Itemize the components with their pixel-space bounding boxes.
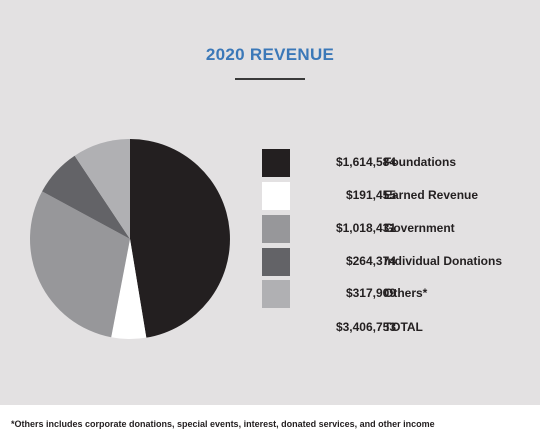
pie-slice-others xyxy=(74,139,130,239)
legend-amount: $264,374 xyxy=(345,254,396,268)
legend-swatch xyxy=(262,182,290,210)
legend-row-others: $317,909 Others* xyxy=(262,280,522,308)
legend-row-earned-revenue: $191,455 Earned Revenue xyxy=(262,182,522,210)
legend-row-total: $3,406,753 TOTAL xyxy=(262,314,522,342)
legend-amount: $1,614,584 xyxy=(335,155,396,169)
total-label: TOTAL xyxy=(384,320,423,334)
pie-slice-individual-donations xyxy=(42,155,131,239)
legend-amount: $317,909 xyxy=(345,286,396,300)
legend-label: Others* xyxy=(384,286,428,300)
legend-row-foundations: $1,614,584 Foundations xyxy=(262,149,522,177)
pie-slice-government xyxy=(29,191,130,338)
chart-panel: 2020 REVENUE $1,614,584 Foundations $191… xyxy=(0,0,540,405)
legend-swatch xyxy=(262,149,290,177)
legend-amount: $1,018,431 xyxy=(335,221,396,235)
legend-label: Individual Donations xyxy=(384,254,503,268)
legend-row-government: $1,018,431 Government xyxy=(262,215,522,243)
total-amount: $3,406,753 xyxy=(335,320,396,334)
legend-label: Foundations xyxy=(384,155,456,169)
legend-amount: $191,455 xyxy=(345,188,396,202)
title-underline xyxy=(235,78,305,80)
pie-slice-earned-revenue xyxy=(111,239,147,339)
pie-slice-foundations xyxy=(130,139,230,338)
legend-row-individual-donations: $264,374 Individual Donations xyxy=(262,248,522,276)
legend-label: Earned Revenue xyxy=(384,188,479,202)
chart-title: 2020 REVENUE xyxy=(205,45,335,64)
pie-chart xyxy=(29,139,230,339)
legend-label: Government xyxy=(384,221,455,235)
legend-swatch xyxy=(262,248,290,276)
footnote: *Others includes corporate donations, sp… xyxy=(11,419,435,429)
legend-swatch xyxy=(262,280,290,308)
legend-swatch xyxy=(262,215,290,243)
